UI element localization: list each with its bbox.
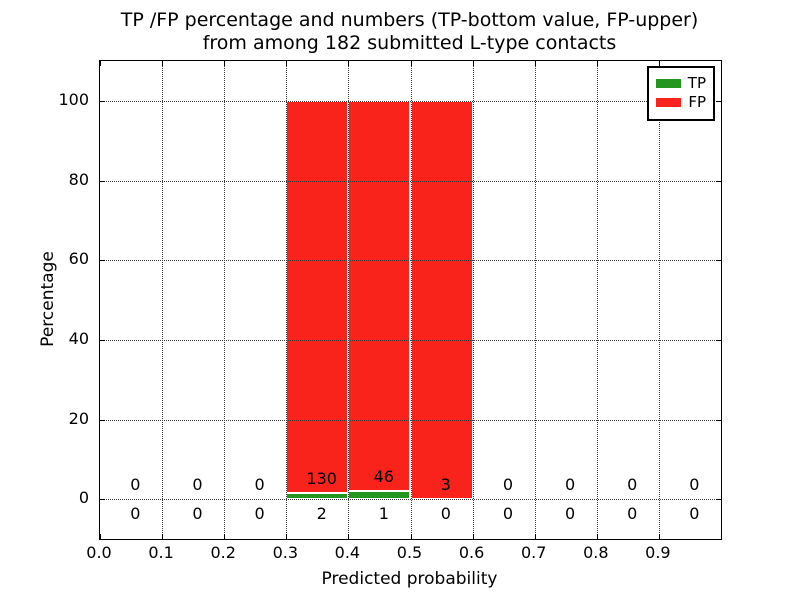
x-tick-label: 0.0	[86, 543, 112, 562]
x-tick-label: 0.9	[645, 543, 671, 562]
y-tick-label: 40	[68, 328, 89, 348]
tp-count-label: 0	[440, 504, 451, 524]
x-tick-mark-top	[410, 61, 412, 66]
y-tick-label: 60	[68, 249, 89, 269]
y-tick-mark-left	[100, 260, 105, 262]
x-tick-label: 0.5	[396, 543, 423, 562]
y-tick-mark-left	[100, 419, 105, 421]
tp-count-label: 0	[565, 504, 576, 524]
fp-count-label: 130	[306, 469, 337, 489]
chart-title-line2: from among 182 submitted L-type contacts	[202, 32, 617, 54]
y-tick-mark-left	[100, 499, 105, 501]
fp-count-label: 0	[254, 475, 265, 495]
v-gridline	[534, 61, 536, 539]
y-tick-label: 20	[68, 408, 89, 428]
x-tick-mark-bottom	[348, 534, 350, 539]
x-tick-mark-top	[348, 61, 350, 66]
tp-count-label: 2	[316, 504, 327, 524]
y-tick-mark-right	[716, 180, 721, 182]
x-tick-mark-bottom	[658, 534, 660, 539]
tp-count-label: 0	[192, 504, 203, 524]
tp-swatch-icon	[656, 79, 681, 88]
fp-count-label: 0	[502, 475, 514, 495]
tp-count-label: 0	[502, 504, 514, 524]
x-tick-mark-bottom	[162, 534, 164, 539]
v-gridline	[348, 61, 350, 539]
x-tick-mark-top	[224, 61, 226, 66]
x-tick-mark-bottom	[286, 534, 288, 539]
x-axis-label: Predicted probability	[321, 569, 498, 589]
v-gridline	[162, 61, 164, 539]
y-tick-mark-right	[716, 419, 721, 421]
x-tick-mark-top	[596, 61, 598, 66]
legend-item-tp: TP	[649, 75, 713, 92]
tp-count-label: 0	[689, 504, 700, 524]
x-tick-label: 0.7	[520, 543, 547, 562]
v-gridline	[286, 61, 288, 539]
y-tick-mark-left	[100, 339, 105, 341]
y-tick-label: 80	[68, 169, 89, 189]
tp-count-label: 0	[627, 504, 638, 524]
x-tick-mark-top	[162, 61, 164, 66]
y-tick-mark-right	[716, 339, 721, 341]
x-tick-label: 0.3	[272, 543, 299, 562]
x-tick-label: 0.1	[148, 543, 174, 562]
x-tick-mark-bottom	[100, 534, 101, 539]
x-tick-mark-top	[472, 61, 474, 66]
chart-title-line1: TP /FP percentage and numbers (TP-bottom…	[120, 9, 699, 31]
legend-item-fp: FP	[649, 94, 713, 111]
legend: TP FP	[647, 66, 715, 121]
y-tick-mark-left	[100, 100, 105, 102]
x-tick-label: 0.4	[334, 543, 361, 562]
tp-count-label: 1	[378, 504, 389, 524]
x-tick-label: 0.2	[210, 543, 236, 562]
y-tick-label: 100	[58, 89, 89, 109]
tp-count-label: 0	[130, 504, 141, 524]
fp-count-label: 0	[565, 475, 576, 495]
fp-count-label: 46	[373, 466, 394, 486]
fp-swatch-icon	[656, 98, 681, 107]
v-gridline	[472, 61, 474, 539]
y-tick-mark-right	[716, 260, 721, 262]
tp-bar-segment	[348, 490, 411, 500]
v-gridline	[596, 61, 598, 539]
fp-count-label: 0	[192, 475, 203, 495]
fp-bar-segment	[286, 100, 349, 494]
v-gridline	[224, 61, 226, 539]
v-gridline	[410, 61, 412, 539]
fp-count-label: 0	[627, 475, 638, 495]
legend-label-fp: FP	[688, 93, 706, 111]
fp-bar-segment	[410, 100, 473, 500]
x-tick-label: 0.8	[583, 543, 609, 562]
y-tick-mark-left	[100, 180, 105, 182]
v-gridline	[658, 61, 660, 539]
legend-label-tp: TP	[687, 74, 706, 92]
x-tick-mark-top	[534, 61, 536, 66]
y-tick-mark-right	[716, 499, 721, 501]
x-tick-label: 0.6	[458, 543, 485, 562]
fp-count-label: 0	[689, 475, 700, 495]
plot-area: TP FP 0 0 0 0 0 0 130 2 46 1 3 0 0 0 0 0 0 0 0 0	[99, 60, 722, 540]
y-tick-label: 0	[78, 488, 89, 508]
fp-count-label: 0	[130, 475, 141, 495]
x-tick-mark-bottom	[224, 534, 226, 539]
x-tick-mark-top	[100, 61, 101, 66]
x-tick-mark-bottom	[472, 534, 474, 539]
x-tick-mark-bottom	[410, 534, 412, 539]
x-tick-mark-top	[658, 61, 660, 66]
x-tick-mark-bottom	[534, 534, 536, 539]
x-tick-mark-bottom	[596, 534, 598, 539]
fp-count-label: 3	[440, 475, 451, 495]
y-tick-mark-right	[716, 100, 721, 102]
chart-title: TP /FP percentage and numbers (TP-bottom…	[99, 9, 720, 55]
tp-count-label: 0	[254, 504, 265, 524]
fp-bar-segment	[348, 100, 411, 491]
x-tick-mark-top	[286, 61, 288, 66]
